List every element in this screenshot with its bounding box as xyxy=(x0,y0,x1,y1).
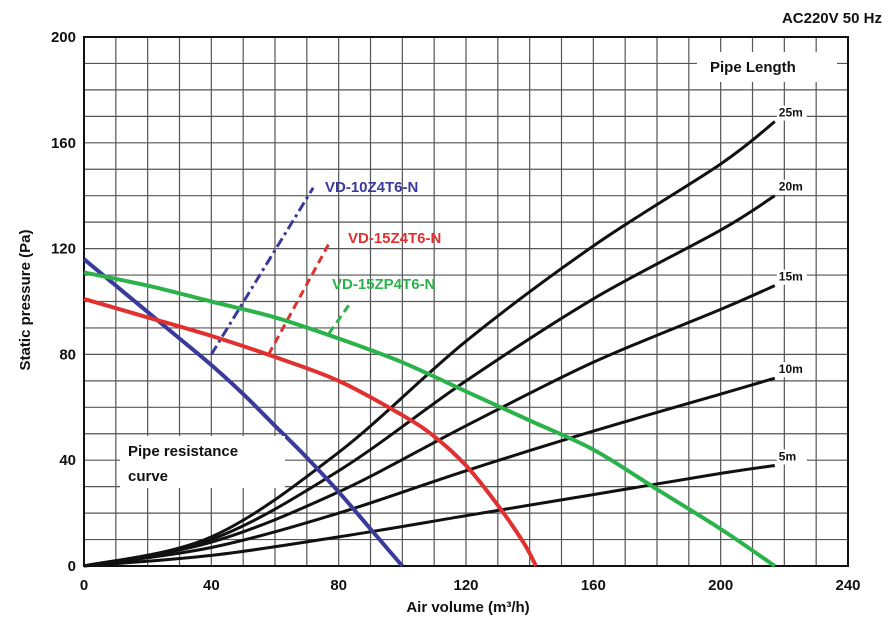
x-tick-label: 160 xyxy=(581,577,606,594)
x-tick-label: 40 xyxy=(203,577,220,594)
y-tick-label: 0 xyxy=(68,558,76,575)
pipe-resistance-note-line1: Pipe resistance xyxy=(128,443,238,460)
fan-label-VD-15Z4T6-N: VD-15Z4T6-N xyxy=(348,230,441,247)
pipe-resistance-curves: 5m 10m 15m 20m 25m xyxy=(83,105,807,568)
pipe-curve-20m xyxy=(83,194,776,568)
y-tick-label: 160 xyxy=(51,135,76,152)
axis-ticks: 0 40 80 120 160 200 240 0 40 80 120 160 200 xyxy=(51,29,861,594)
pipe-label-bg xyxy=(776,105,807,121)
y-tick-label: 120 xyxy=(51,241,76,258)
pipe-curve-10m xyxy=(83,376,776,568)
fan-performance-curves: VD-10Z4T6-N VD-15Z4T6-N VD-15ZP4T6-N xyxy=(82,179,776,568)
pipe-label-bg xyxy=(776,362,807,378)
fan-curve-VD-15ZP4T6-N xyxy=(83,270,776,568)
fan-label-VD-15ZP4T6-N: VD-15ZP4T6-N xyxy=(332,276,435,293)
fan-leader-VD-15Z4T6-N xyxy=(267,242,331,356)
y-tick-label: 80 xyxy=(59,346,76,363)
x-tick-label: 120 xyxy=(453,577,478,594)
pipe-curve-15m xyxy=(83,284,776,568)
pipe-label-bg xyxy=(776,449,807,465)
pipe-resistance-note-bg xyxy=(120,436,285,488)
fan-curve-VD-15Z4T6-N xyxy=(83,296,538,567)
pipe-label-bg xyxy=(776,179,807,195)
y-tick-label: 40 xyxy=(59,452,76,469)
pipe-length-title: Pipe Length xyxy=(710,59,796,76)
pipe-length-title-bg xyxy=(697,52,837,82)
pipe-label-10m: 10m xyxy=(779,362,803,376)
y-axis-title: Static pressure (Pa) xyxy=(17,230,34,371)
x-tick-label: 200 xyxy=(708,577,733,594)
fan-leader-VD-15ZP4T6-N xyxy=(327,300,353,335)
x-tick-label: 240 xyxy=(835,577,860,594)
power-note: AC220V 50 Hz xyxy=(782,10,882,27)
pipe-curve-25m xyxy=(83,120,776,568)
fan-curve-VD-10Z4T6-N xyxy=(82,257,404,568)
pipe-label-15m: 15m xyxy=(779,270,803,284)
pipe-resistance-note-line2: curve xyxy=(128,468,168,485)
x-axis-title: Air volume (m³/h) xyxy=(406,599,529,616)
pipe-label-25m: 25m xyxy=(779,106,803,120)
y-tick-label: 200 xyxy=(51,29,76,46)
fan-label-VD-10Z4T6-N: VD-10Z4T6-N xyxy=(325,179,418,196)
pipe-label-5m: 5m xyxy=(779,449,796,463)
x-tick-label: 80 xyxy=(330,577,347,594)
pipe-label-20m: 20m xyxy=(779,180,803,194)
fan-leader-VD-10Z4T6-N xyxy=(210,186,315,356)
plot-frame xyxy=(83,36,849,567)
x-tick-label: 0 xyxy=(80,577,88,594)
pipe-label-bg xyxy=(776,269,807,285)
pipe-curve-5m xyxy=(83,464,776,568)
